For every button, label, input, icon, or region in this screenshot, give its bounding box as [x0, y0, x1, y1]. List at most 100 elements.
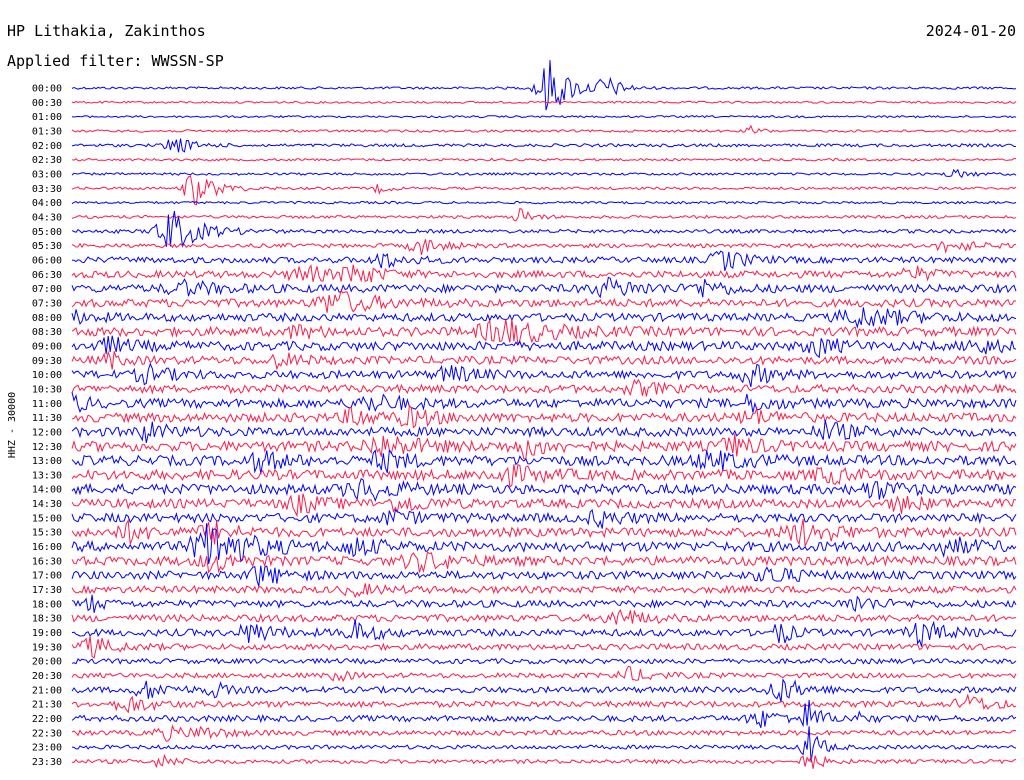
seismic-trace — [71, 175, 1017, 206]
time-tick-label: 10:30 — [32, 384, 62, 395]
seismic-trace — [71, 753, 1017, 769]
time-tick-label: 05:30 — [32, 241, 62, 252]
time-tick-label: 03:00 — [32, 169, 62, 180]
seismic-trace — [71, 419, 1017, 444]
time-tick-label: 12:00 — [32, 427, 62, 438]
time-tick-label: 10:00 — [32, 370, 62, 381]
time-tick-label: 14:00 — [32, 485, 62, 496]
seismic-trace — [71, 289, 1017, 313]
time-tick-label: 21:00 — [32, 685, 62, 696]
time-tick-label: 23:00 — [32, 743, 62, 754]
time-tick-label: 03:30 — [32, 184, 62, 195]
time-tick-label: 07:00 — [32, 284, 62, 295]
seismic-trace — [71, 138, 1017, 153]
time-tick-label: 18:00 — [32, 599, 62, 610]
seismic-trace — [71, 211, 1017, 248]
time-tick-label: 08:30 — [32, 327, 62, 338]
seismic-trace — [71, 693, 1017, 714]
seismic-trace — [71, 724, 1017, 742]
seismic-trace — [71, 678, 1017, 703]
seismic-trace — [71, 207, 1017, 222]
time-tick-label: 21:30 — [32, 700, 62, 711]
time-tick-label: 18:30 — [32, 614, 62, 625]
time-tick-label: 14:30 — [32, 499, 62, 510]
seismic-trace — [71, 523, 1017, 565]
time-tick-label: 20:30 — [32, 671, 62, 682]
time-tick-label: 15:30 — [32, 528, 62, 539]
time-tick-label: 20:00 — [32, 657, 62, 668]
seismic-trace — [71, 565, 1017, 587]
station-title: HP Lithakia, Zakinthos — [7, 22, 206, 40]
time-tick-label: 22:00 — [32, 714, 62, 725]
time-tick-label: 00:00 — [32, 84, 62, 95]
time-tick-label: 22:30 — [32, 728, 62, 739]
seismic-trace — [71, 168, 1017, 179]
seismic-trace — [71, 583, 1017, 599]
time-tick-label: 08:00 — [32, 313, 62, 324]
seismic-trace — [71, 594, 1017, 613]
time-tick-label: 13:00 — [32, 456, 62, 467]
seismic-trace — [71, 335, 1017, 359]
seismic-trace — [71, 250, 1017, 271]
seismic-trace — [71, 200, 1017, 205]
time-tick-label: 05:00 — [32, 227, 62, 238]
seismic-trace — [71, 404, 1017, 429]
time-tick-label: 06:30 — [32, 270, 62, 281]
time-tick-label: 02:00 — [32, 141, 62, 152]
time-tick-label: 11:30 — [32, 413, 62, 424]
seismic-trace — [71, 551, 1017, 574]
seismic-trace — [71, 700, 1017, 728]
time-tick-label: 09:00 — [32, 341, 62, 352]
seismic-trace — [71, 264, 1017, 283]
seismic-trace — [71, 362, 1017, 388]
time-tick-label: 04:00 — [32, 198, 62, 209]
seismic-trace — [71, 392, 1017, 413]
time-tick-label: 04:30 — [32, 212, 62, 223]
time-tick-label: 17:00 — [32, 571, 62, 582]
seismic-trace — [71, 157, 1017, 162]
seismic-trace — [71, 378, 1017, 397]
time-tick-label: 15:00 — [32, 513, 62, 524]
seismic-trace — [71, 464, 1017, 488]
trace-group: 00:00 00:30 01:00 01:30 02:00 02:30 03:00 03:30… — [32, 60, 1017, 769]
seismic-trace — [71, 449, 1017, 475]
time-tick-label: 16:30 — [32, 556, 62, 567]
seismic-trace — [71, 493, 1017, 518]
time-tick-label: 09:30 — [32, 356, 62, 367]
seismic-trace — [71, 318, 1017, 346]
seismic-trace — [71, 619, 1017, 647]
time-tick-label: 01:30 — [32, 126, 62, 137]
seismic-trace — [71, 433, 1017, 460]
seismic-trace — [71, 60, 1017, 111]
seismic-trace — [71, 239, 1017, 256]
time-tick-label: 13:30 — [32, 470, 62, 481]
seismic-trace — [71, 657, 1017, 665]
seismic-trace — [71, 307, 1017, 329]
seismic-trace — [71, 115, 1017, 119]
seismic-trace — [71, 124, 1017, 134]
time-tick-label: 16:00 — [32, 542, 62, 553]
time-tick-label: 01:00 — [32, 112, 62, 123]
time-tick-label: 23:30 — [32, 757, 62, 768]
seismic-trace — [71, 635, 1017, 659]
time-tick-label: 12:30 — [32, 442, 62, 453]
time-tick-label: 00:30 — [32, 98, 62, 109]
time-tick-label: 07:30 — [32, 298, 62, 309]
seismic-trace — [71, 350, 1017, 371]
filter-label: Applied filter: WWSSN-SP — [7, 52, 224, 70]
channel-axis-label: HHZ - 30000 — [7, 392, 18, 458]
seismic-trace — [71, 477, 1017, 502]
time-tick-label: 06:00 — [32, 255, 62, 266]
time-tick-label: 02:30 — [32, 155, 62, 166]
seismic-trace — [71, 608, 1017, 625]
time-tick-label: 11:00 — [32, 399, 62, 410]
date-label: 2024-01-20 — [926, 22, 1016, 40]
seismic-trace — [71, 508, 1017, 529]
seismic-trace — [71, 100, 1017, 104]
time-tick-label: 17:30 — [32, 585, 62, 596]
seismic-trace — [71, 518, 1017, 547]
seismic-trace — [71, 726, 1017, 763]
time-tick-label: 19:00 — [32, 628, 62, 639]
seismic-trace — [71, 665, 1017, 683]
